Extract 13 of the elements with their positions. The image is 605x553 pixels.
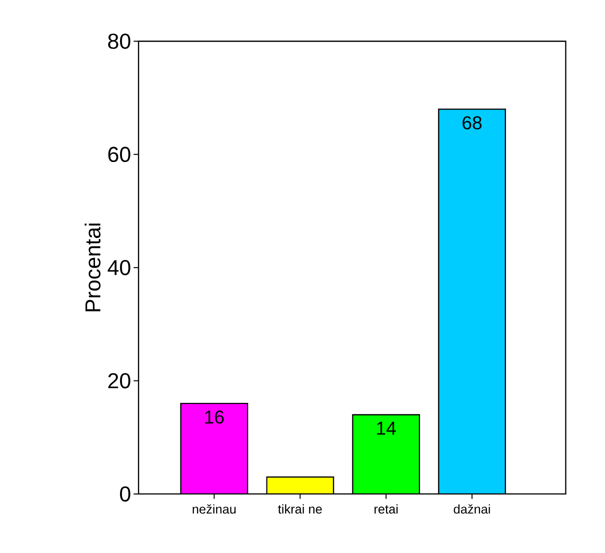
y-tick-label: 0 [120,486,130,502]
y-tick-label: 80 [108,34,130,49]
data-label: 68 [462,116,482,130]
data-label: 14 [377,422,396,435]
x-tick-label: nežinau [192,504,236,514]
x-tick-label: retai [374,504,398,514]
x-tick-label: tikrai ne [278,504,322,514]
data-label: 16 [205,410,224,424]
y-axis-title: Procentai [84,224,100,312]
y-tick-label: 40 [108,260,130,276]
y-tick-label: 60 [108,146,130,162]
x-tick-label: dažnai [454,504,490,514]
y-tick-label: 20 [108,373,130,388]
